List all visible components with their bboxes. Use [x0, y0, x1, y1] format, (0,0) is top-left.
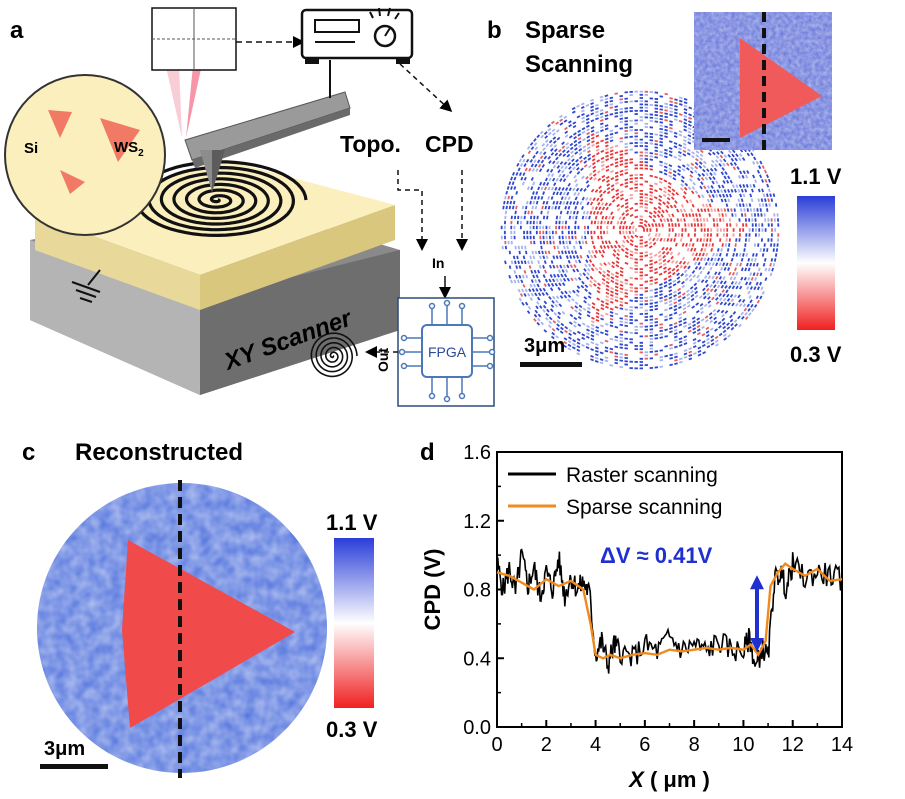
y-tick-label: 1.2 — [463, 511, 491, 533]
cpd-line-chart: 0 2 4 6 8 10 12 14 0.0 0.4 0.8 1.2 1.6 CPD (V) X ( μm … — [420, 442, 853, 792]
y-tick-label: 1.6 — [463, 442, 491, 464]
panel-b-title-line1: Sparse — [525, 17, 605, 44]
panel-c: c Reconstructed 1.1 V 0.3 V 3μm — [22, 439, 378, 778]
colorbar-b: 1.1 V 0.3 V — [790, 164, 842, 367]
cbar-c-max: 1.1 V — [326, 510, 378, 535]
x-tick-label: 4 — [590, 734, 601, 756]
panel-a-letter: a — [10, 17, 24, 44]
panel-d-letter: d — [420, 439, 435, 466]
scale-b-label: 3μm — [524, 335, 565, 357]
panel-b-letter: b — [487, 17, 502, 44]
cbar-b-min: 0.3 V — [790, 342, 842, 367]
series-line-sparse — [496, 562, 843, 660]
cpd-label: CPD — [425, 131, 474, 157]
delta-v-arrowhead-up — [749, 575, 764, 590]
raster-inset-map — [694, 12, 832, 150]
x-tick-label: 6 — [639, 734, 650, 756]
output-spiral-icon — [310, 332, 358, 378]
x-axis-label: X ( μm ) — [627, 767, 710, 792]
reconstructed-map — [37, 480, 327, 778]
si-label: Si — [24, 140, 38, 157]
series-line-raster — [496, 548, 843, 674]
panel-c-letter: c — [22, 439, 35, 466]
cbar-b-max: 1.1 V — [790, 164, 842, 189]
x-tick-label: 2 — [541, 734, 552, 756]
scan-pattern-box — [151, 7, 305, 71]
sparse-scan-map — [500, 90, 780, 370]
x-tick-label: 8 — [689, 734, 700, 756]
scale-bar-c: 3μm — [40, 738, 108, 769]
fpga-label: FPGA — [428, 344, 467, 360]
panel-c-title: Reconstructed — [75, 439, 243, 466]
panel-b: b Sparse Scanning 1.1 V 0.3 V 3μm — [487, 12, 842, 370]
cbar-c-min: 0.3 V — [326, 717, 378, 742]
panel-b-title-line2: Scanning — [525, 51, 633, 78]
scan-spiral — [134, 160, 308, 238]
out-label: Out — [375, 348, 391, 372]
y-tick-label: 0.8 — [463, 580, 491, 602]
afm-cantilever — [184, 60, 351, 192]
legend-label: Sparse scanning — [566, 496, 722, 519]
ground-icon — [71, 269, 101, 303]
y-tick-label: 0.0 — [463, 717, 491, 739]
magnified-view: Si WS2 — [4, 74, 166, 236]
plot-frame — [496, 451, 843, 728]
ws2-label: WS2 — [114, 139, 144, 159]
x-tick-label: 0 — [491, 734, 502, 756]
y-axis-label: CPD (V) — [420, 549, 445, 631]
delta-v-annotation: ΔV ≈ 0.41V — [600, 543, 713, 568]
panel-a: a — [4, 7, 496, 407]
lock-in-amplifier-icon — [300, 7, 414, 64]
y-tick-label: 0.4 — [463, 648, 491, 670]
x-tick-label: 12 — [782, 734, 804, 756]
in-label: In — [432, 255, 444, 271]
x-tick-label: 14 — [831, 734, 853, 756]
colorbar-c: 1.1 V 0.3 V — [326, 510, 378, 742]
x-tick-label: 10 — [732, 734, 754, 756]
scale-c-label: 3μm — [44, 738, 85, 760]
panel-d: d 0 2 4 6 8 10 12 14 0.0 0.4 0.8 1.2 1.6 CPD (V) X ( μ… — [420, 439, 853, 792]
topo-label: Topo. — [340, 131, 401, 157]
scale-bar-b: 3μm — [520, 335, 582, 367]
fpga-chip-icon: FPGA — [397, 297, 496, 407]
legend-label: Raster scanning — [566, 464, 718, 487]
delta-v-arrowhead-down — [749, 637, 764, 652]
